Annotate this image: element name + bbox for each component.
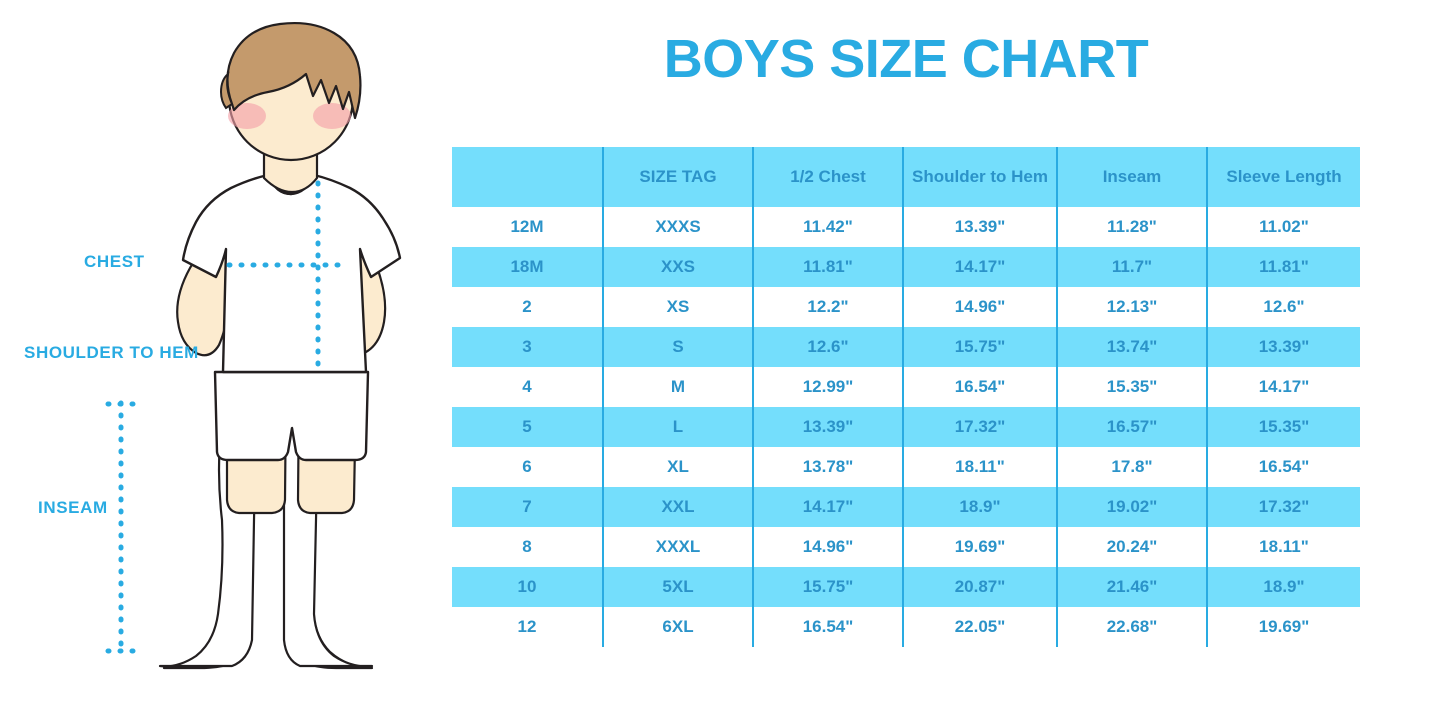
cell-size-tag: XS — [602, 287, 753, 327]
cell-inseam: 11.28" — [1056, 207, 1207, 247]
cell-age: 2 — [452, 287, 603, 327]
cell-inseam: 12.13" — [1056, 287, 1207, 327]
cell-half-chest: 11.42" — [752, 207, 903, 247]
boy-illustration — [105, 21, 402, 670]
cell-shoulder-to-hem: 18.9" — [902, 487, 1057, 527]
cell-size-tag: 5XL — [602, 567, 753, 607]
cell-shoulder-to-hem: 22.05" — [902, 607, 1057, 647]
shoulder-to-hem-label: SHOULDER TO HEM — [24, 343, 199, 362]
cell-half-chest: 12.99" — [752, 367, 903, 407]
cell-inseam: 19.02" — [1056, 487, 1207, 527]
cell-half-chest: 14.96" — [752, 527, 903, 567]
table-row: 12 6XL 16.54" 22.05" 22.68" 19.69" — [452, 607, 1360, 647]
table-row: 4 M 12.99" 16.54" 15.35" 14.17" — [452, 367, 1360, 407]
cell-inseam: 22.68" — [1056, 607, 1207, 647]
table-row: 2 XS 12.2" 14.96" 12.13" 12.6" — [452, 287, 1360, 327]
cell-sleeve-length: 16.54" — [1206, 447, 1360, 487]
cell-sleeve-length: 11.81" — [1206, 247, 1360, 287]
cell-sleeve-length: 11.02" — [1206, 207, 1360, 247]
cell-age: 8 — [452, 527, 603, 567]
cell-size-tag: 6XL — [602, 607, 753, 647]
cell-age: 5 — [452, 407, 603, 447]
column-header-sleeve-length: Sleeve Length — [1206, 147, 1360, 207]
cell-sleeve-length: 17.32" — [1206, 487, 1360, 527]
cell-sleeve-length: 18.9" — [1206, 567, 1360, 607]
size-chart-table-wrapper: SIZE TAG 1/2 Chest Shoulder to Hem Insea… — [452, 147, 1360, 647]
cell-sleeve-length: 14.17" — [1206, 367, 1360, 407]
cell-inseam: 13.74" — [1056, 327, 1207, 367]
cell-size-tag: XXS — [602, 247, 753, 287]
cell-age: 12 — [452, 607, 603, 647]
cell-age: 12M — [452, 207, 603, 247]
column-header-half-chest: 1/2 Chest — [752, 147, 903, 207]
table-header-row: SIZE TAG 1/2 Chest Shoulder to Hem Insea… — [452, 147, 1360, 207]
column-header-age — [452, 147, 603, 207]
cell-size-tag: L — [602, 407, 753, 447]
table-row: 10 5XL 15.75" 20.87" 21.46" 18.9" — [452, 567, 1360, 607]
cell-shoulder-to-hem: 20.87" — [902, 567, 1057, 607]
table-row: 6 XL 13.78" 18.11" 17.8" 16.54" — [452, 447, 1360, 487]
cell-shoulder-to-hem: 13.39" — [902, 207, 1057, 247]
cell-inseam: 16.57" — [1056, 407, 1207, 447]
column-header-shoulder-to-hem: Shoulder to Hem — [902, 147, 1057, 207]
inseam-label: INSEAM — [38, 498, 108, 517]
table-row: 12M XXXS 11.42" 13.39" 11.28" 11.02" — [452, 207, 1360, 247]
cell-size-tag: S — [602, 327, 753, 367]
table-row: 5 L 13.39" 17.32" 16.57" 15.35" — [452, 407, 1360, 447]
cell-half-chest: 13.39" — [752, 407, 903, 447]
column-header-size-tag: SIZE TAG — [602, 147, 753, 207]
cell-inseam: 17.8" — [1056, 447, 1207, 487]
table-row: 7 XXL 14.17" 18.9" 19.02" 17.32" — [452, 487, 1360, 527]
cell-inseam: 21.46" — [1056, 567, 1207, 607]
cell-half-chest: 12.2" — [752, 287, 903, 327]
cell-size-tag: XXXL — [602, 527, 753, 567]
cell-sleeve-length: 18.11" — [1206, 527, 1360, 567]
cell-half-chest: 14.17" — [752, 487, 903, 527]
cell-age: 7 — [452, 487, 603, 527]
cell-half-chest: 15.75" — [752, 567, 903, 607]
cell-half-chest: 13.78" — [752, 447, 903, 487]
cell-inseam: 20.24" — [1056, 527, 1207, 567]
cell-inseam: 11.7" — [1056, 247, 1207, 287]
cell-shoulder-to-hem: 14.96" — [902, 287, 1057, 327]
table-row: 8 XXXL 14.96" 19.69" 20.24" 18.11" — [452, 527, 1360, 567]
cell-half-chest: 11.81" — [752, 247, 903, 287]
cell-age: 4 — [452, 367, 603, 407]
page-title: BOYS SIZE CHART — [663, 29, 1149, 89]
column-header-inseam: Inseam — [1056, 147, 1207, 207]
table-row: 18M XXS 11.81" 14.17" 11.7" 11.81" — [452, 247, 1360, 287]
cell-age: 6 — [452, 447, 603, 487]
table-header: SIZE TAG 1/2 Chest Shoulder to Hem Insea… — [452, 147, 1360, 207]
cell-sleeve-length: 15.35" — [1206, 407, 1360, 447]
cell-size-tag: XXXS — [602, 207, 753, 247]
table-body: 12M XXXS 11.42" 13.39" 11.28" 11.02" 18M XXS 11.… — [452, 207, 1360, 647]
cell-size-tag: M — [602, 367, 753, 407]
cell-shoulder-to-hem: 16.54" — [902, 367, 1057, 407]
cell-sleeve-length: 12.6" — [1206, 287, 1360, 327]
cell-half-chest: 12.6" — [752, 327, 903, 367]
cell-sleeve-length: 13.39" — [1206, 327, 1360, 367]
cell-age: 10 — [452, 567, 603, 607]
cell-sleeve-length: 19.69" — [1206, 607, 1360, 647]
cell-age: 18M — [452, 247, 603, 287]
cell-size-tag: XL — [602, 447, 753, 487]
cell-size-tag: XXL — [602, 487, 753, 527]
cell-inseam: 15.35" — [1056, 367, 1207, 407]
chest-label: CHEST — [84, 252, 145, 271]
cell-shoulder-to-hem: 17.32" — [902, 407, 1057, 447]
table-row: 3 S 12.6" 15.75" 13.74" 13.39" — [452, 327, 1360, 367]
cell-shoulder-to-hem: 14.17" — [902, 247, 1057, 287]
cell-shoulder-to-hem: 15.75" — [902, 327, 1057, 367]
cell-shoulder-to-hem: 19.69" — [902, 527, 1057, 567]
cell-shoulder-to-hem: 18.11" — [902, 447, 1057, 487]
cell-half-chest: 16.54" — [752, 607, 903, 647]
size-chart-table: SIZE TAG 1/2 Chest Shoulder to Hem Insea… — [452, 147, 1360, 647]
cell-age: 3 — [452, 327, 603, 367]
